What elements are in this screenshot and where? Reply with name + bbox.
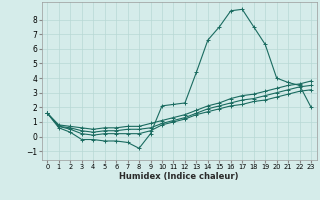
X-axis label: Humidex (Indice chaleur): Humidex (Indice chaleur) <box>119 172 239 181</box>
